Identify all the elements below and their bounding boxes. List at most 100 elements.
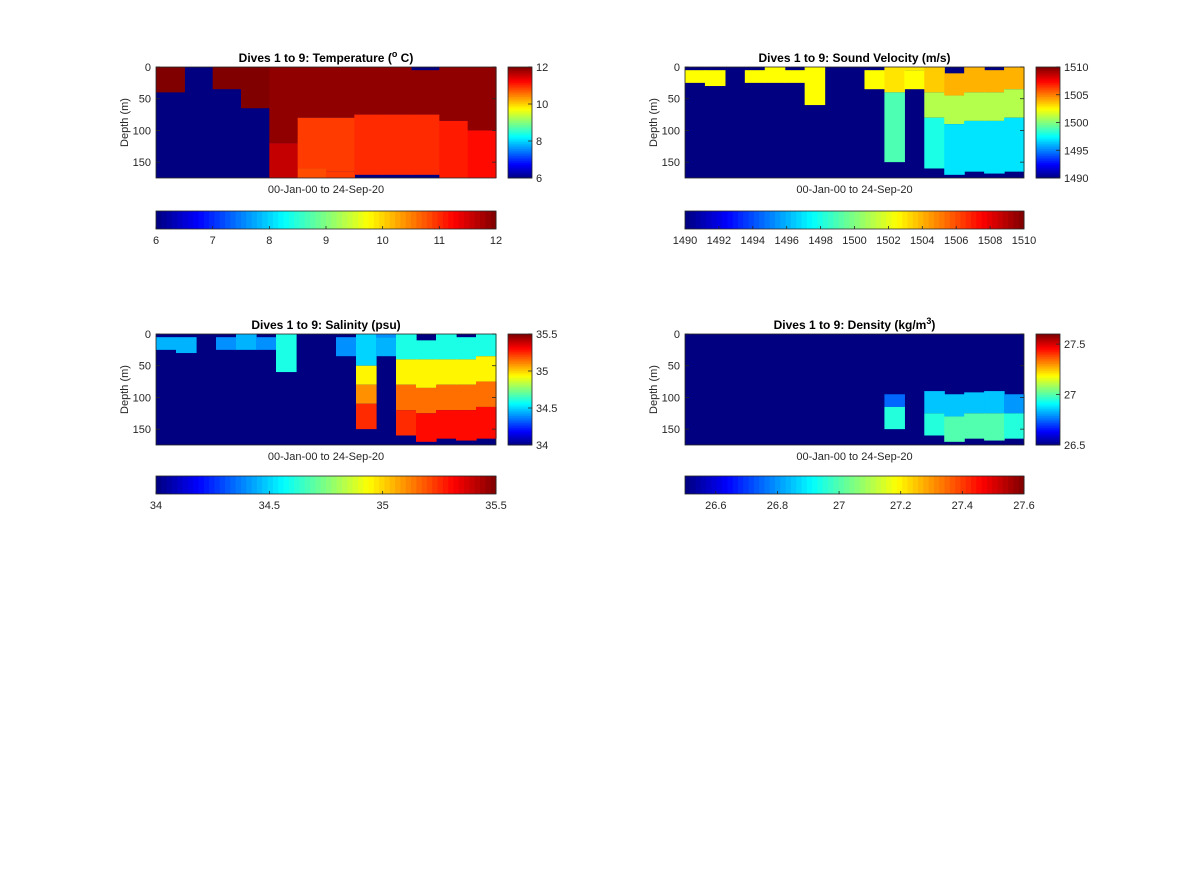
colorbar-step [976,476,983,494]
colorbar-step [896,476,903,494]
colorbar-step [1036,373,1060,377]
chart-title: Dives 1 to 9: Temperature (o C) [239,49,414,65]
colorbar-step [1036,84,1060,87]
colorbar-step [508,382,532,385]
heatmap-cell [356,384,377,404]
colorbar-step [1036,420,1060,423]
colorbar-step [1018,211,1025,229]
colorbar-step [508,87,532,91]
colorbar-tick-label: 12 [536,62,548,74]
colorbar-step [1036,127,1060,130]
colorbar-step [225,476,231,494]
colorbar-step [923,476,930,494]
colorbar-step [1036,174,1060,177]
colorbar-step [508,356,532,359]
colorbar-step [508,134,532,137]
colorbar-step [262,211,269,229]
colorbar-step [1036,363,1060,366]
colorbar-tick-label: 34 [150,500,162,512]
colorbar-step [508,141,532,144]
colorbar-step [880,211,887,229]
colorbar-step [780,476,787,494]
colorbar-step [508,353,532,356]
colorbar-step [508,425,532,429]
colorbar-step [278,211,284,229]
y-tick-label: 0 [674,62,680,74]
colorbar-step [336,211,343,229]
colorbar-step [384,211,391,229]
colorbar-step [695,211,702,229]
colorbar-step [347,476,354,494]
colorbar-step [508,148,532,151]
colorbar-step [508,145,532,148]
colorbar-step [764,211,771,229]
colorbar-step [508,124,532,127]
colorbar-step [812,476,818,494]
colorbar-step [469,476,476,494]
colorbar-step [1036,75,1060,78]
colorbar-step [508,403,532,406]
y-axis-label: Depth (m) [648,365,660,414]
colorbar-step [508,155,532,158]
colorbar-step [508,408,532,411]
colorbar-step [480,476,486,494]
colorbar-step [508,136,532,139]
colorbar-step [960,211,967,229]
colorbar-step [453,476,460,494]
colorbar-step [421,476,428,494]
colorbar-step [706,211,712,229]
colorbar-step [1036,441,1060,444]
colorbar-step [1036,370,1060,373]
colorbar-step [508,139,532,143]
colorbar-step [508,112,532,115]
colorbar-step [801,476,808,494]
colorbar-step [508,401,532,404]
colorbar-step [508,77,532,80]
colorbar-step [448,476,454,494]
colorbar-step [272,211,279,229]
colorbar-step [1036,438,1060,441]
colorbar-step [357,476,364,494]
colorbar-step [1036,434,1060,437]
colorbar-tick-label: 1510 [1012,235,1036,247]
colorbar-step [865,211,871,229]
y-tick-label: 0 [145,62,151,74]
colorbar-step [859,476,866,494]
colorbar-step [1036,351,1060,354]
colorbar-step [508,349,532,352]
colorbar-step [490,211,497,229]
colorbar-step [918,476,924,494]
heatmap-cell [382,114,412,175]
y-tick-label: 150 [133,157,151,169]
colorbar-step [1036,113,1060,117]
colorbar-step [171,211,178,229]
colorbar-step [875,211,882,229]
colorbar-step [1036,169,1060,172]
colorbar-step [732,476,739,494]
colorbar-step [508,98,532,101]
colorbar-step [1036,103,1060,106]
heatmap-cell [1004,89,1025,118]
colorbar-step [1036,148,1060,151]
colorbar-step [508,160,532,163]
colorbar-step [508,70,532,73]
heatmap-cell [984,413,1005,441]
colorbar-step [347,211,354,229]
heatmap-cell [176,337,197,354]
colorbar-step [508,429,532,432]
colorbar-step [1036,424,1060,427]
colorbar-step [508,150,532,153]
colorbar-step [508,89,532,92]
colorbar-step [508,120,532,123]
colorbar-step [1036,431,1060,434]
colorbar-step [854,211,861,229]
heatmap-cell [476,381,497,407]
heatmap-cell [411,70,440,115]
colorbar-step [1036,427,1060,430]
colorbar-step [508,167,532,170]
axes-box [684,333,1025,446]
colorbar-step [939,211,946,229]
colorbar-step [1036,443,1060,446]
colorbar-step [508,127,532,130]
colorbar-step [716,476,723,494]
